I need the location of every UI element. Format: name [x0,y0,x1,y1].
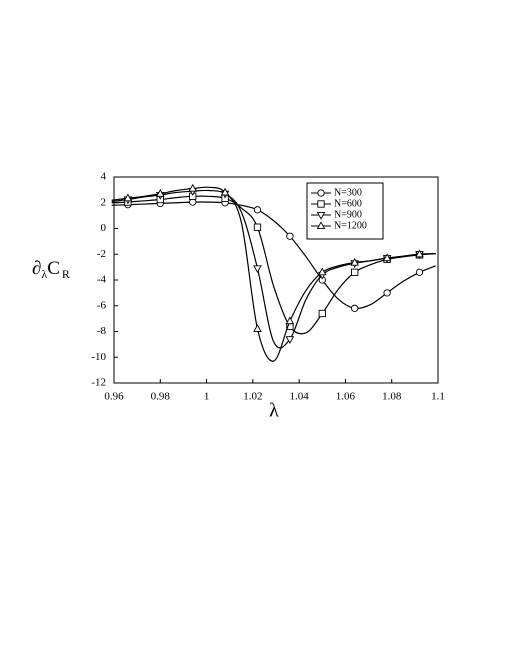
legend-label: N=300 [334,187,362,198]
marker [316,211,326,220]
marker [351,268,359,276]
x-tick-label: 0.98 [151,391,171,403]
marker [382,253,392,262]
y-tick-label: 0 [101,222,107,234]
y-tick-label: -12 [91,377,106,389]
x-tick-label: 0.96 [104,391,124,403]
marker [316,221,326,230]
marker [188,183,197,192]
x-axis-label: λ [269,400,279,422]
marker [415,268,424,276]
legend-label: N=600 [334,198,362,209]
marker [317,189,325,197]
marker [318,267,327,276]
marker [156,188,165,197]
x-tick-label: 1.06 [336,391,356,403]
y-tick-label: -8 [97,325,107,337]
marker [253,223,262,231]
marker [351,304,359,312]
y-tick-label: -2 [97,248,106,260]
y-label-part: C [47,258,60,279]
marker [285,336,295,344]
marker [317,200,325,208]
legend-label: N=1200 [334,220,367,231]
marker [350,257,359,266]
marker [253,324,262,332]
series-line [111,195,436,335]
series-line [111,189,436,349]
x-tick-label: 1.02 [243,391,262,403]
x-tick-label: 1.04 [290,391,310,403]
marker [253,206,262,214]
x-tick-label: 1.08 [382,391,402,403]
y-tick-label: 2 [101,196,107,208]
plot-frame [113,176,439,384]
marker [123,193,133,202]
y-tick-label: -10 [91,351,106,363]
marker [383,289,391,297]
series-line [111,186,436,362]
y-axis-label: ∂λC R [32,258,70,280]
y-label-part: ∂ [32,258,41,279]
y-tick-label: -6 [97,299,107,311]
marker [286,232,294,240]
y-tick-label: 4 [101,171,107,183]
y-tick-label: -4 [97,274,107,286]
y-label-part: R [62,267,70,281]
x-tick-label: 1.1 [431,391,445,403]
marker [415,249,424,258]
x-tick-label: 1 [204,391,210,403]
marker [318,309,326,318]
marker [285,316,295,325]
y-label-part: λ [41,267,47,281]
series-line [111,201,436,310]
marker [220,187,230,196]
marker [253,265,262,274]
legend-label: N=900 [334,209,362,220]
